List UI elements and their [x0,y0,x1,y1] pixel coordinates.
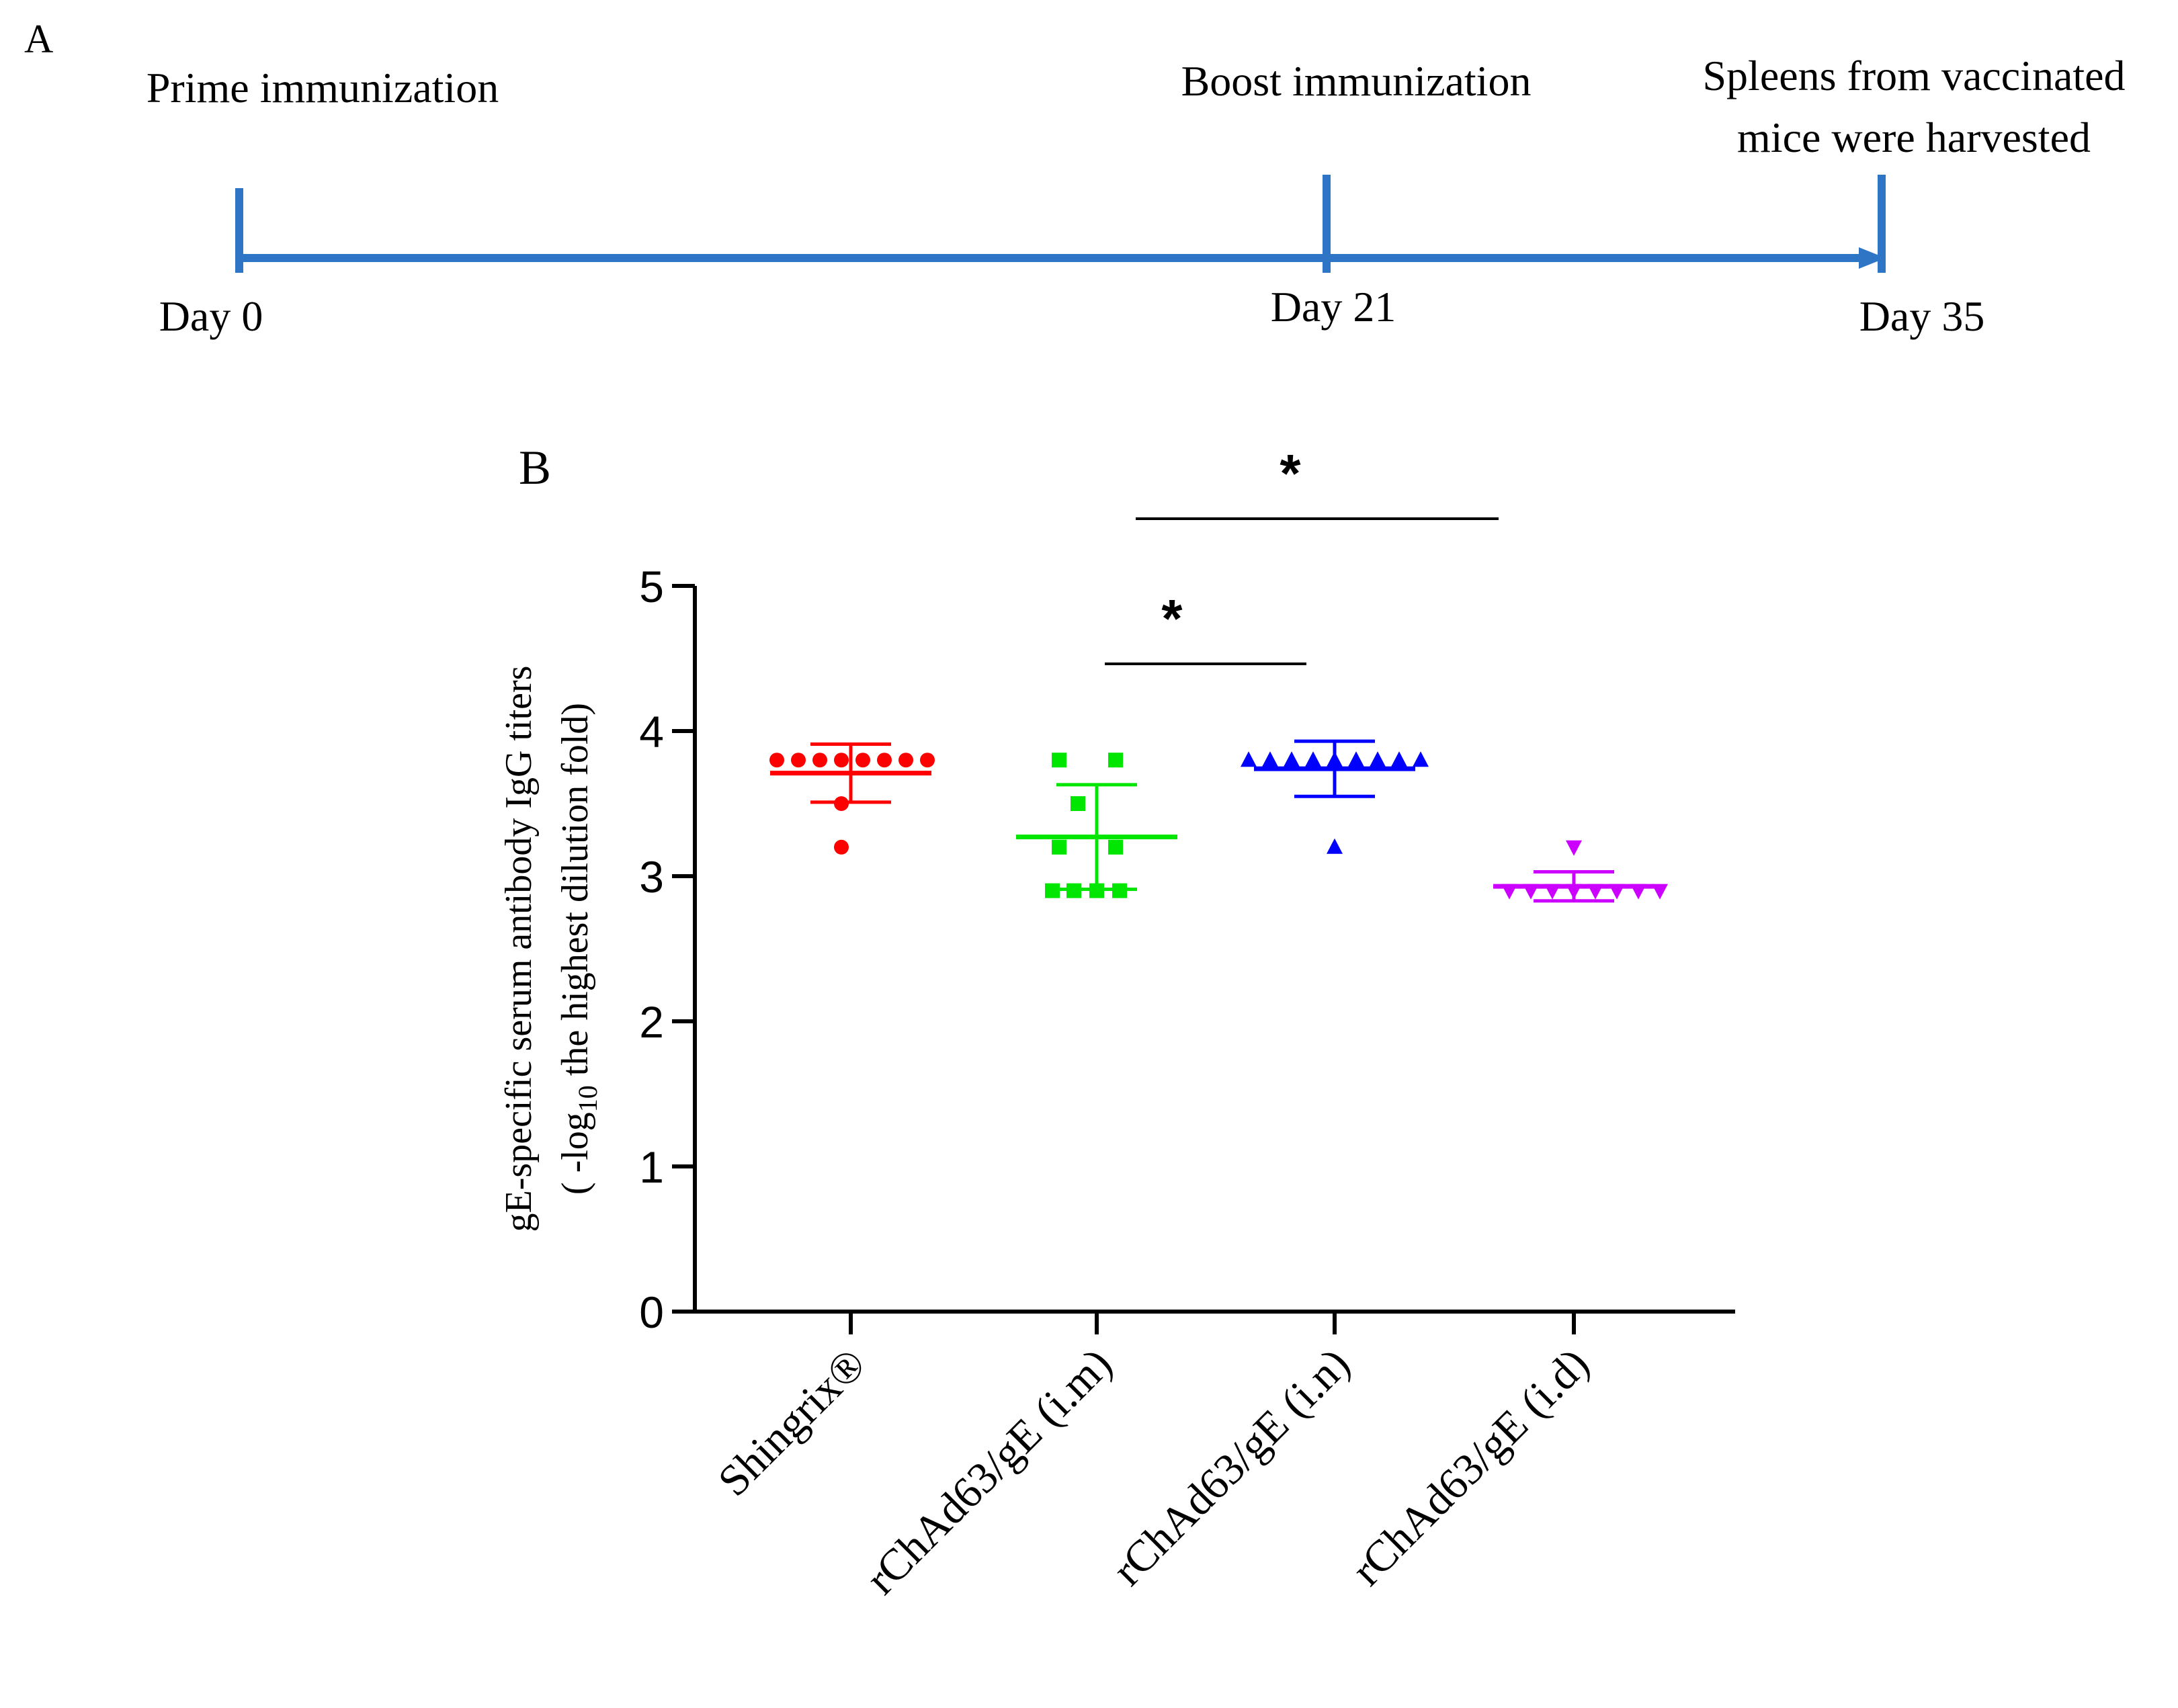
x-tick-label: rChAd63/gE (i.d) [1343,1339,1599,1595]
data-point [1305,751,1321,767]
data-point [898,753,913,768]
data-point [920,753,935,768]
data-point [1241,751,1257,767]
series-group [769,742,935,855]
data-point [1327,838,1343,854]
data-point [1413,751,1429,767]
panel-a-label: A [24,17,53,61]
x-tick-label: rChAd63/gE (i.m) [857,1339,1122,1604]
timeline-day-label: Day 21 [1271,283,1396,331]
panel-b-label: B [519,441,551,495]
x-tick-label: Shingrix® [709,1339,876,1506]
data-point [855,753,870,768]
data-point [812,753,827,768]
data-point [791,753,806,768]
y-tick-label: 2 [639,997,664,1047]
data-point [1108,753,1123,768]
timeline-event-title: Prime immunization [146,64,499,112]
data-point [834,753,849,768]
y-tick-label: 4 [639,707,664,757]
significance-label: * [1161,589,1183,648]
data-point [1052,753,1066,768]
data-point [1391,751,1407,767]
data-point [1348,751,1364,767]
data-point [1262,751,1278,767]
data-point [877,753,892,768]
series-group [1016,753,1177,898]
y-tick-label: 0 [639,1287,664,1337]
data-point [1052,839,1066,855]
data-point [1071,796,1085,811]
data-point [1284,751,1300,767]
data-point [1566,840,1582,856]
data-point [1108,839,1123,855]
y-tick-label: 1 [639,1142,664,1192]
timeline: Prime immunization Day 0 Boost immunizatio… [146,52,2126,340]
significance-label: * [1280,443,1301,503]
data-point [834,839,849,855]
y-axis-label-sub: ( -log10 the highest dilution fold) [554,703,603,1195]
data-point [1370,751,1386,767]
y-tick-label: 5 [639,562,664,611]
timeline-day-label: Day 35 [1859,292,1985,340]
timeline-arrowhead [1859,247,1886,269]
y-axis-label: gE-specific serum antibody IgG titers [498,666,540,1232]
timeline-day-label: Day 0 [159,292,263,340]
timeline-event-title: Boost immunization [1181,57,1532,105]
timeline-event-title: mice were harvested [1737,114,2091,161]
series-group [1493,840,1668,903]
x-tick-label: rChAd63/gE (i.n) [1103,1339,1359,1595]
series-group [1241,739,1429,854]
timeline-event-title: Spleens from vaccinated [1702,52,2125,99]
chart: 0 1 2 3 4 5 gE-specific serum antibody IgG tit… [498,443,1735,1604]
data-point [1045,883,1060,898]
y-tick-label: 3 [639,852,664,902]
data-point [1652,884,1668,900]
data-point [769,753,784,768]
